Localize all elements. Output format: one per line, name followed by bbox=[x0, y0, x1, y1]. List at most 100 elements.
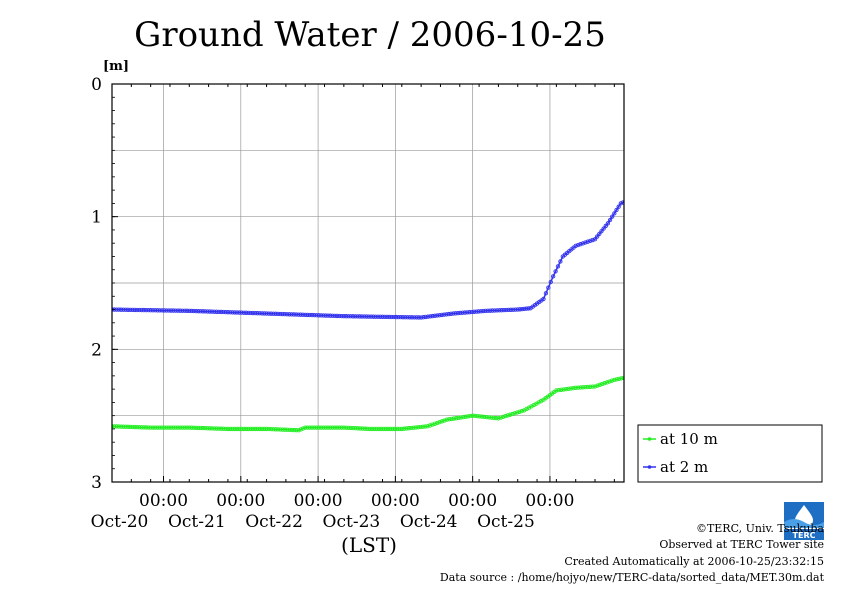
series-point bbox=[268, 311, 274, 316]
series-point bbox=[418, 315, 424, 320]
series-point bbox=[628, 198, 631, 201]
series-point bbox=[264, 311, 269, 316]
series-point bbox=[439, 419, 445, 424]
series-point bbox=[212, 309, 217, 314]
series-point bbox=[337, 313, 342, 319]
series-point bbox=[418, 424, 423, 430]
series-point bbox=[575, 242, 581, 248]
series-point bbox=[616, 376, 622, 382]
series-point bbox=[294, 428, 299, 433]
series-point bbox=[146, 425, 151, 430]
series-point bbox=[162, 308, 167, 313]
series-point bbox=[390, 426, 395, 432]
series-point bbox=[649, 199, 652, 202]
series-point bbox=[266, 311, 271, 316]
series-point bbox=[289, 312, 294, 317]
series-point bbox=[278, 311, 283, 317]
series-point bbox=[603, 223, 608, 229]
series-point bbox=[350, 314, 356, 319]
series-point bbox=[246, 310, 251, 316]
series-point bbox=[631, 374, 634, 377]
series-point bbox=[437, 313, 442, 318]
y-tick-label: 1 bbox=[91, 208, 102, 228]
series-point bbox=[588, 384, 593, 389]
series-point bbox=[318, 425, 324, 430]
series-point bbox=[175, 425, 181, 430]
series-point bbox=[291, 312, 296, 317]
series-point bbox=[407, 315, 412, 320]
series-point bbox=[303, 425, 308, 430]
series-point bbox=[595, 383, 600, 388]
series-point bbox=[305, 425, 310, 430]
series-point bbox=[280, 427, 285, 432]
series-point bbox=[312, 313, 317, 318]
series-point bbox=[494, 308, 500, 313]
series-point bbox=[510, 307, 516, 312]
series-point bbox=[660, 372, 663, 375]
series-point bbox=[409, 315, 415, 320]
series-point bbox=[646, 372, 649, 375]
series-point bbox=[416, 315, 422, 320]
series-point bbox=[425, 314, 431, 319]
series-point bbox=[275, 311, 281, 317]
series-point bbox=[207, 309, 212, 314]
y-tick-label: 3 bbox=[91, 473, 102, 493]
series-point bbox=[182, 425, 187, 430]
series-point bbox=[148, 425, 153, 430]
series-point bbox=[455, 310, 461, 316]
series-point bbox=[590, 237, 595, 243]
series-point bbox=[325, 425, 331, 430]
series-point bbox=[241, 310, 246, 315]
series-point bbox=[505, 413, 510, 418]
series-point bbox=[358, 426, 363, 431]
x-tick-label-time: 00:00 bbox=[294, 491, 343, 511]
series-point bbox=[620, 200, 624, 205]
series-point bbox=[675, 206, 678, 209]
credit-created: Created Automatically at 2006-10-25/23:3… bbox=[564, 555, 824, 568]
series-point bbox=[207, 426, 212, 431]
series-point bbox=[602, 381, 607, 386]
series-point bbox=[360, 426, 365, 431]
series-point bbox=[164, 425, 169, 430]
series-point bbox=[362, 426, 368, 431]
series-point bbox=[293, 312, 299, 317]
series-point bbox=[411, 425, 416, 430]
series-point bbox=[203, 426, 208, 431]
series-point bbox=[314, 313, 319, 318]
series-point bbox=[403, 315, 408, 320]
series-point bbox=[483, 308, 488, 314]
series-point bbox=[524, 306, 529, 311]
series-point bbox=[250, 310, 256, 316]
series-point bbox=[250, 426, 256, 432]
series-point bbox=[116, 307, 121, 312]
series-point bbox=[114, 424, 119, 429]
series-point bbox=[118, 424, 124, 429]
series-point bbox=[180, 425, 185, 430]
series-point bbox=[583, 240, 588, 245]
legend-marker-2m bbox=[647, 465, 652, 469]
series-point bbox=[675, 374, 678, 377]
series-point bbox=[454, 416, 459, 421]
series-point bbox=[437, 419, 442, 425]
series-point bbox=[307, 425, 312, 430]
series-point bbox=[253, 310, 258, 316]
series-point bbox=[599, 229, 604, 234]
series-point bbox=[618, 201, 623, 206]
x-tick-label-time: 00:00 bbox=[525, 491, 574, 511]
series-point bbox=[289, 427, 295, 433]
series-point bbox=[228, 426, 233, 432]
series-point bbox=[612, 377, 617, 382]
series-point bbox=[262, 426, 267, 432]
series-point bbox=[667, 373, 670, 376]
series-point bbox=[253, 426, 258, 432]
series-point bbox=[159, 308, 165, 313]
series-point bbox=[467, 310, 472, 315]
series-point bbox=[344, 425, 349, 430]
series-point bbox=[468, 413, 473, 419]
series-point bbox=[463, 414, 468, 419]
series-point bbox=[287, 312, 292, 317]
legend: at 10 m at 2 m bbox=[637, 424, 823, 483]
series-point bbox=[501, 307, 507, 313]
series-point bbox=[405, 315, 410, 320]
series-point bbox=[554, 388, 559, 393]
